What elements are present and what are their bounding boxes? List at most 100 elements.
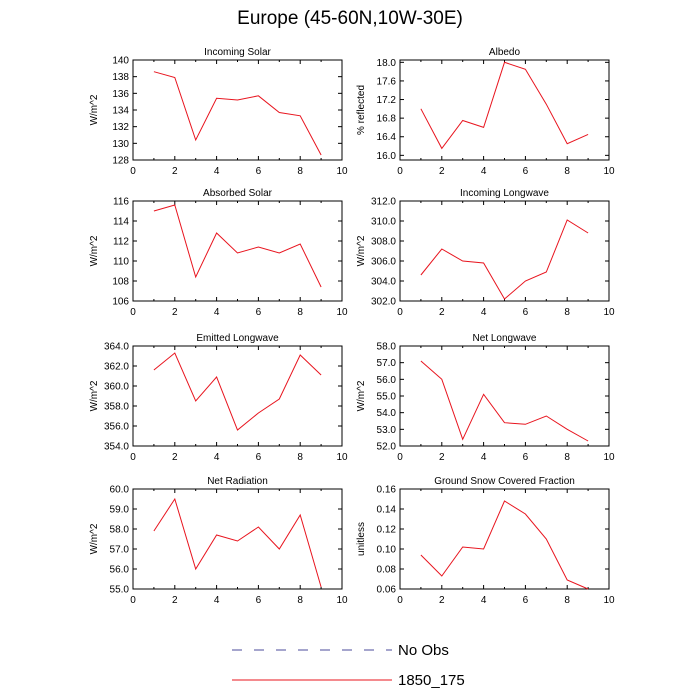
x-tick-label: 6	[523, 595, 529, 606]
x-tick-label: 8	[564, 452, 570, 463]
y-tick-label: 0.10	[377, 545, 397, 556]
y-tick-label: 114	[113, 217, 129, 228]
series-line	[420, 500, 589, 590]
y-tick-label: 0.06	[377, 585, 397, 596]
x-tick-label: 6	[523, 307, 529, 318]
y-tick-label: 16.0	[377, 151, 397, 162]
x-tick-label: 0	[130, 166, 136, 177]
y-tick-label: 112	[113, 237, 129, 248]
x-tick-label: 10	[336, 307, 348, 318]
legend: No Obs 1850_175	[232, 642, 465, 689]
plot-frame	[132, 200, 343, 302]
series-line	[420, 61, 589, 150]
y-axis-label: unitless	[356, 522, 367, 556]
panel-6: Net Longwave 0 2 4 6 8 10 52.0 53.0 54.0 55.0 56.0 5…	[356, 333, 615, 463]
y-tick-label: 364.0	[104, 342, 129, 353]
y-tick-label: 16.4	[377, 132, 397, 143]
x-tick-label: 0	[130, 595, 136, 606]
y-tick-label: 134	[112, 106, 129, 117]
series-line	[420, 360, 589, 442]
panel-title: Net Longwave	[473, 333, 537, 344]
x-tick-label: 6	[523, 452, 529, 463]
y-axis-label: W/m^2	[89, 523, 100, 554]
panel-3: Absorbed Solar 0 2 4 6 8 10 106 108 110 112 114 116 W…	[89, 188, 348, 318]
panel-2: Albedo 0 2 4 6 8 10 16.0 16.4 16.8 17.2 17.6 18.0 % r…	[356, 47, 615, 177]
x-tick-label: 6	[256, 595, 262, 606]
x-tick-label: 2	[439, 595, 445, 606]
x-tick-label: 2	[172, 452, 178, 463]
legend-label-2: 1850_175	[398, 672, 465, 689]
y-tick-label: 140	[112, 56, 129, 67]
x-tick-label: 8	[297, 595, 303, 606]
panel-5: Emitted Longwave 0 2 4 6 8 10 354.0 356.0 358.0 36…	[89, 333, 348, 463]
y-tick-label: 55.0	[377, 392, 397, 403]
y-axis-label: W/m^2	[89, 380, 100, 411]
y-tick-label: 17.2	[377, 95, 397, 106]
x-tick-label: 10	[603, 595, 615, 606]
x-tick-label: 6	[256, 166, 262, 177]
y-tick-label: 58.0	[110, 525, 130, 536]
y-tick-label: 17.6	[377, 76, 397, 87]
x-tick-label: 2	[172, 166, 178, 177]
x-tick-label: 10	[336, 452, 348, 463]
y-tick-label: 106	[112, 297, 129, 308]
x-tick-label: 0	[397, 452, 403, 463]
y-tick-label: 59.0	[110, 505, 130, 516]
x-tick-label: 2	[172, 595, 178, 606]
series-line	[153, 352, 322, 431]
x-tick-label: 10	[603, 307, 615, 318]
y-axis-label: % reflected	[356, 85, 367, 135]
y-tick-label: 310.0	[371, 217, 396, 228]
panel-title: Absorbed Solar	[203, 188, 273, 199]
y-tick-label: 60.0	[110, 485, 130, 496]
y-axis-label: W/m^2	[356, 380, 367, 411]
y-tick-label: 52.0	[377, 442, 397, 453]
x-tick-label: 8	[564, 166, 570, 177]
y-tick-label: 16.8	[377, 114, 397, 125]
panel-title: Ground Snow Covered Fraction	[434, 476, 575, 487]
y-tick-label: 304.0	[371, 277, 396, 288]
plot-frame	[399, 345, 610, 447]
series-line	[153, 497, 322, 588]
x-tick-label: 4	[214, 595, 220, 606]
panel-8: Ground Snow Covered Fraction 0 2 4 6 8 10 0.06 0…	[356, 476, 615, 606]
y-tick-label: 18.0	[377, 58, 397, 69]
y-tick-label: 58.0	[377, 342, 397, 353]
panel-title: Albedo	[489, 47, 521, 58]
x-tick-label: 4	[214, 307, 220, 318]
y-tick-label: 56.0	[110, 565, 130, 576]
y-tick-label: 0.12	[377, 525, 397, 536]
x-tick-label: 10	[336, 595, 348, 606]
x-tick-label: 2	[172, 307, 178, 318]
y-tick-label: 360.0	[104, 382, 129, 393]
x-tick-label: 6	[256, 307, 262, 318]
x-tick-label: 8	[564, 595, 570, 606]
y-tick-label: 136	[112, 89, 129, 100]
y-tick-label: 56.0	[377, 375, 397, 386]
x-tick-label: 4	[214, 452, 220, 463]
y-tick-label: 356.0	[104, 422, 129, 433]
x-tick-label: 10	[603, 166, 615, 177]
series-line	[420, 219, 589, 300]
plot-frame	[399, 59, 610, 161]
panel-title: Emitted Longwave	[196, 333, 279, 344]
x-tick-label: 0	[397, 166, 403, 177]
y-tick-label: 108	[112, 277, 129, 288]
y-tick-label: 354.0	[104, 442, 129, 453]
y-tick-label: 0.14	[377, 505, 397, 516]
page-title: Europe (45-60N,10W-30E)	[237, 8, 463, 29]
plot-frame	[132, 488, 343, 590]
y-tick-label: 306.0	[371, 257, 396, 268]
plot-frame	[399, 488, 610, 590]
x-tick-label: 6	[523, 166, 529, 177]
y-tick-label: 54.0	[377, 408, 397, 419]
y-tick-label: 116	[113, 197, 129, 208]
y-tick-label: 57.0	[377, 358, 397, 369]
y-tick-label: 53.0	[377, 425, 397, 436]
x-tick-label: 10	[603, 452, 615, 463]
y-tick-label: 362.0	[104, 362, 129, 373]
y-tick-label: 110	[113, 257, 129, 268]
series-line	[153, 71, 322, 156]
y-tick-label: 0.08	[377, 565, 397, 576]
